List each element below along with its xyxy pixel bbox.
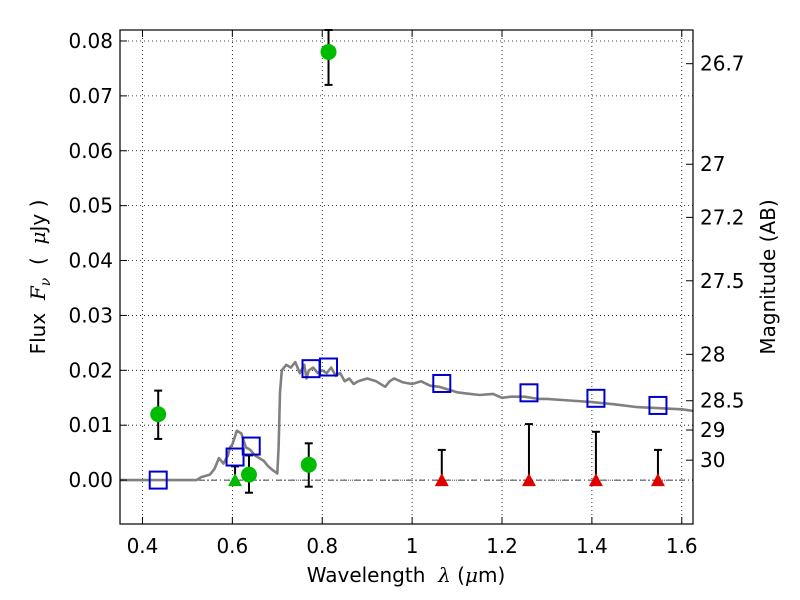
model-sed-series	[120, 360, 694, 482]
upper-limit-point	[588, 473, 603, 487]
y-tick-label: 0.05	[68, 194, 113, 218]
detection-point	[240, 466, 257, 483]
x-tick-label: 1.6	[666, 534, 698, 558]
upper-limit-point	[228, 473, 243, 487]
error-bars	[154, 29, 662, 494]
detection-point	[300, 456, 317, 473]
y-tick-label: 0.03	[68, 303, 113, 327]
mag-tick-label: 27.5	[700, 269, 745, 293]
y-tick-label: 0.00	[68, 468, 113, 492]
x-tick-label: 0.4	[127, 534, 159, 558]
y-tick-label: 0.04	[68, 249, 113, 273]
upper-limit-point	[521, 473, 536, 487]
mag-tick-label: 30	[700, 448, 725, 472]
model-band-fluxes	[148, 357, 668, 490]
model-band-flux-point	[519, 383, 539, 403]
y-tick-label: 0.02	[68, 358, 113, 382]
grid	[120, 30, 693, 524]
mag-tick-label: 29	[700, 418, 725, 442]
markers	[150, 43, 665, 487]
detection-point	[150, 406, 167, 423]
x-tick-label: 1.2	[486, 534, 518, 558]
upper-limit-point	[650, 473, 665, 487]
model-band-flux-point	[432, 373, 452, 393]
x-axis-label: Wavelength λ (μm)	[307, 563, 506, 587]
y-tick-label: 0.01	[68, 413, 113, 437]
x-tick-label: 0.6	[216, 534, 248, 558]
ticks: 0.4 0.6 0.8 1 1.2 1.4 1.6 0.00 0.01 0.02 0.03 0.04 0…	[68, 29, 744, 558]
model-band-flux-point	[241, 436, 261, 456]
model-band-flux-point	[586, 388, 606, 408]
model-band-flux-point	[225, 447, 245, 467]
x-tick-label: 0.8	[306, 534, 338, 558]
y-axis-right-label: Magnitude (AB)	[756, 199, 780, 354]
mag-tick-label: 28	[700, 342, 725, 366]
y-tick-label: 0.06	[68, 139, 113, 163]
model-band-flux-point	[319, 357, 339, 377]
detection-point	[320, 43, 337, 60]
y-tick-label: 0.08	[68, 29, 113, 53]
plot-frame	[119, 29, 694, 525]
model-band-flux-point	[148, 470, 168, 490]
upper-limit-point	[434, 473, 449, 487]
x-tick-label: 1	[406, 534, 419, 558]
mag-tick-label: 27.2	[700, 205, 745, 229]
model-sed-line	[120, 360, 694, 482]
mag-tick-label: 27	[700, 152, 725, 176]
y-axis-label: Flux Fν ( μJy )	[26, 200, 54, 355]
x-tick-label: 1.4	[576, 534, 608, 558]
mag-tick-label: 28.5	[700, 389, 745, 413]
mag-tick-label: 26.7	[700, 52, 745, 76]
y-tick-label: 0.07	[68, 84, 113, 108]
model-band-flux-point	[648, 395, 668, 415]
